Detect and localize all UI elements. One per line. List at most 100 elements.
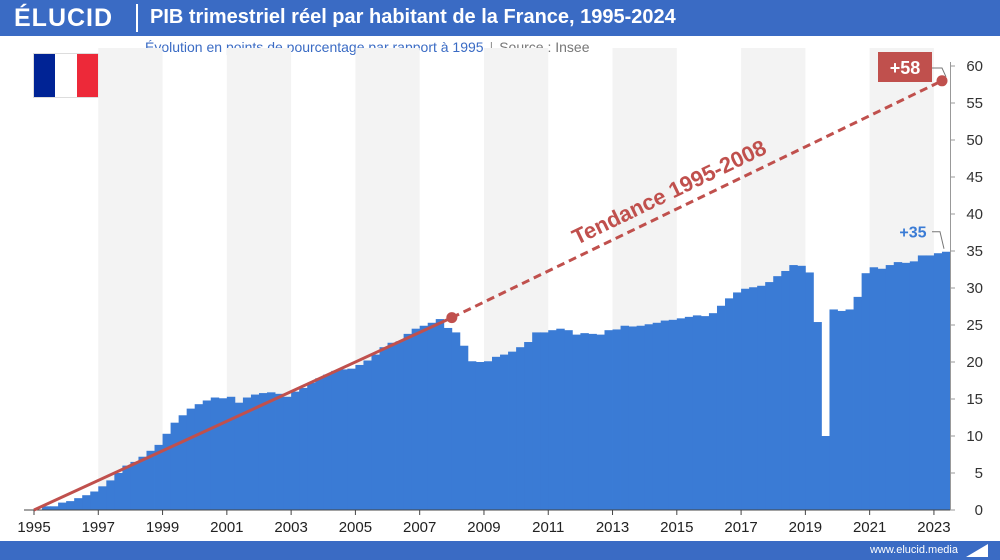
y-tick-label: 25 xyxy=(966,317,983,334)
bar xyxy=(427,322,437,510)
bar xyxy=(226,396,236,510)
y-tick-label: 15 xyxy=(966,391,983,408)
bar xyxy=(483,361,493,510)
bar xyxy=(250,394,260,510)
x-tick-label: 2007 xyxy=(403,519,436,536)
x-tick-label: 2005 xyxy=(339,519,372,536)
bar xyxy=(797,265,806,510)
bar xyxy=(42,506,51,510)
bar xyxy=(548,330,557,510)
bar xyxy=(612,329,621,510)
bar xyxy=(467,361,477,510)
bar xyxy=(741,288,750,510)
bar xyxy=(869,267,879,510)
bar xyxy=(379,347,388,510)
bar xyxy=(933,253,943,510)
bar xyxy=(636,325,646,510)
bar xyxy=(556,328,565,510)
bar xyxy=(725,298,734,510)
bar xyxy=(82,495,91,510)
bar xyxy=(387,342,396,510)
bar xyxy=(901,262,911,510)
y-tick-label: 30 xyxy=(966,280,983,297)
bar xyxy=(98,486,107,510)
bar-chart: 0 5 10 15 20 25 30 35 40 45 50 55 60 1995 1997 1999 2001… xyxy=(17,48,983,536)
bar xyxy=(492,356,501,510)
bar xyxy=(234,402,244,510)
end-bar-leader xyxy=(932,231,945,249)
bar xyxy=(154,444,163,510)
x-tick-label: 2023 xyxy=(917,519,950,536)
bar xyxy=(130,461,139,510)
bar xyxy=(620,325,629,510)
bar xyxy=(861,273,871,510)
bar xyxy=(564,330,573,510)
bar xyxy=(258,393,268,510)
y-tick-label: 20 xyxy=(966,354,983,371)
y-tick-label: 60 xyxy=(966,58,983,75)
bar xyxy=(604,330,613,510)
bar xyxy=(355,364,364,510)
bar xyxy=(644,324,654,510)
x-tick-label: 1995 xyxy=(17,519,50,536)
bar xyxy=(652,322,662,510)
header-bar: ÉLUCID PIB trimestriel réel par habitant… xyxy=(0,0,1000,36)
x-tick-label: 2013 xyxy=(596,519,629,536)
x-tick-label: 2009 xyxy=(467,519,500,536)
bar xyxy=(572,334,581,510)
x-tick-label: 2019 xyxy=(789,519,822,536)
brand-triangle-icon xyxy=(966,544,988,557)
bar xyxy=(853,296,863,510)
bar xyxy=(74,498,83,510)
france-flag-icon xyxy=(33,53,99,98)
bar xyxy=(925,255,935,510)
bar xyxy=(347,368,356,510)
bar xyxy=(178,415,188,510)
bar xyxy=(275,393,284,510)
bar xyxy=(90,491,99,510)
bar xyxy=(821,436,830,510)
bar xyxy=(508,351,517,510)
bar xyxy=(885,265,895,510)
bar xyxy=(692,315,702,510)
bar xyxy=(716,305,726,510)
bar xyxy=(267,392,276,510)
bar xyxy=(403,333,413,510)
trend-marker-2008 xyxy=(446,312,458,324)
y-tick-label: 10 xyxy=(966,428,983,445)
bar xyxy=(893,262,903,510)
y-tick-label: 45 xyxy=(966,169,983,186)
bar xyxy=(58,502,67,510)
chart-title: PIB trimestriel réel par habitant de la … xyxy=(150,6,676,28)
bar xyxy=(146,450,155,510)
bar xyxy=(162,433,171,510)
bar xyxy=(540,332,549,510)
year-band xyxy=(98,48,163,510)
y-tick-label: 0 xyxy=(975,502,983,519)
bar xyxy=(122,465,131,510)
y-tick-label: 50 xyxy=(966,132,983,149)
bar xyxy=(789,265,798,510)
x-tick-label: 2001 xyxy=(210,519,243,536)
bar xyxy=(516,347,525,510)
bar xyxy=(700,316,710,510)
bar xyxy=(202,400,212,510)
bar xyxy=(917,255,927,510)
bar xyxy=(138,456,147,510)
bar xyxy=(805,272,814,510)
bar xyxy=(757,285,766,510)
bar xyxy=(315,378,324,510)
trend-marker-end xyxy=(936,75,948,87)
bar xyxy=(443,327,453,510)
y-tick-label: 5 xyxy=(975,465,983,482)
bar xyxy=(419,325,429,510)
bar xyxy=(114,473,123,510)
bar xyxy=(339,369,348,510)
x-tick-label: 2015 xyxy=(660,519,693,536)
bar xyxy=(500,354,509,510)
bar xyxy=(331,370,340,510)
end-trend-annotation-box xyxy=(878,52,932,82)
bar xyxy=(395,341,405,510)
bar xyxy=(588,333,597,510)
bar xyxy=(291,391,300,510)
